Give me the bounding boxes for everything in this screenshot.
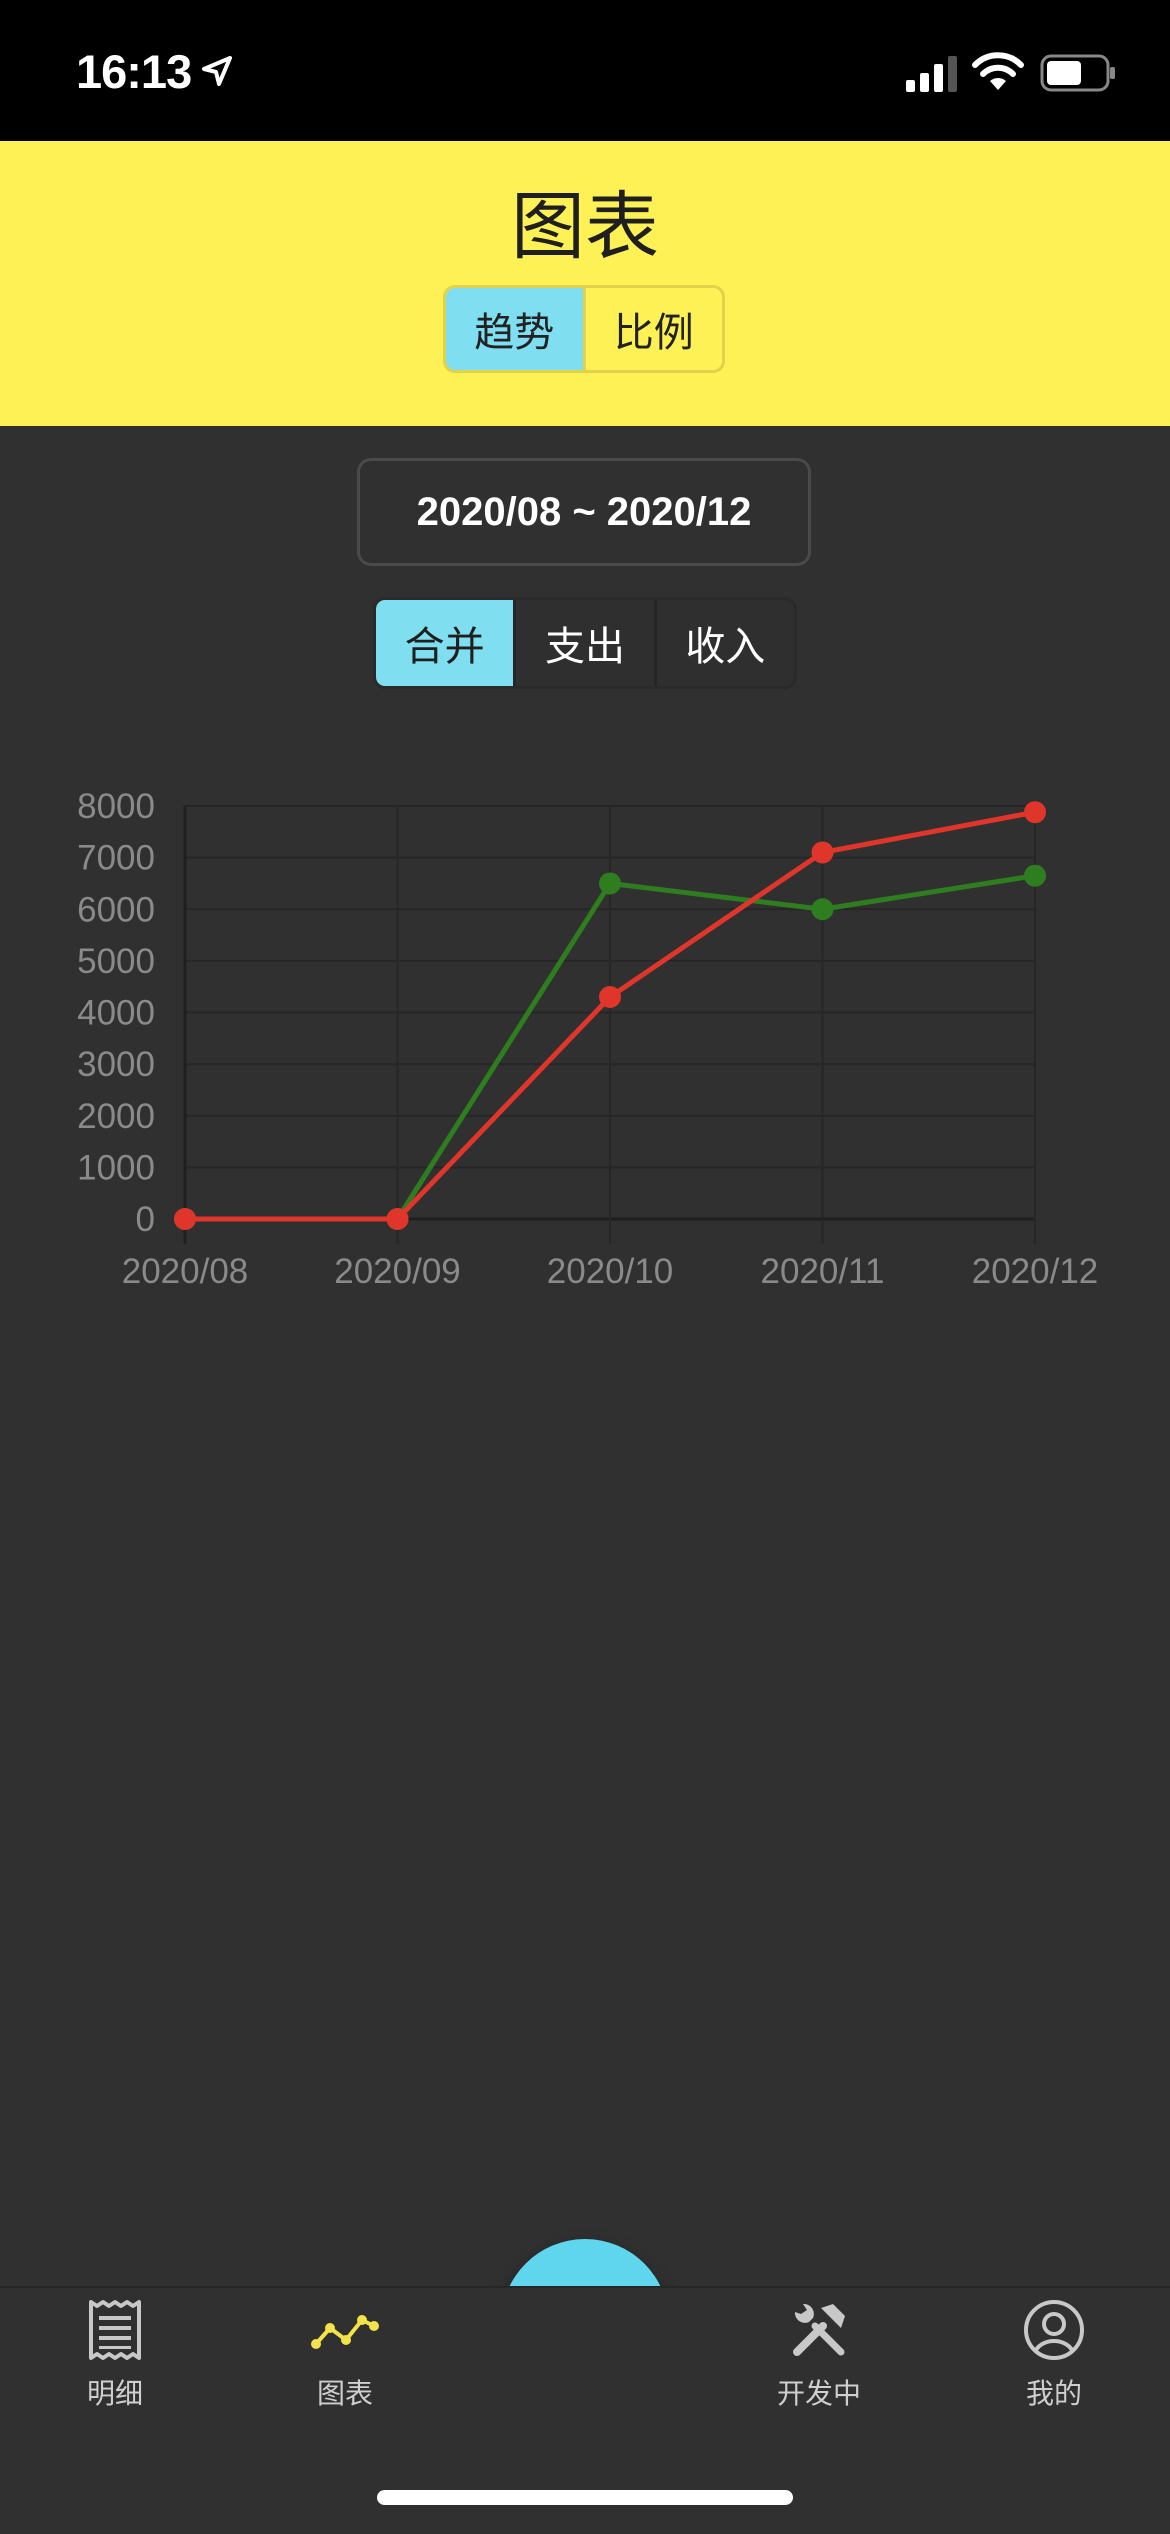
view-mode-segmented-control: 趋势 比例 bbox=[443, 285, 725, 373]
y-tick-label: 2000 bbox=[77, 1097, 155, 1136]
trend-line-chart: 0 1000 2000 3000 4000 5000 6000 7000 8000 2020/08… bbox=[77, 787, 1099, 1291]
tab-details-label: 明细 bbox=[86, 2377, 143, 2410]
data-point bbox=[811, 841, 834, 864]
tab-details[interactable]: 明细 bbox=[40, 2298, 190, 2412]
page-title: 图表 bbox=[511, 184, 659, 270]
data-point bbox=[599, 872, 621, 895]
y-tick-label: 8000 bbox=[77, 787, 155, 826]
type-filter-segmented-control: 合并 支出 收入 bbox=[373, 597, 797, 689]
tools-icon bbox=[793, 2303, 845, 2356]
tab-me-label: 我的 bbox=[1025, 2377, 1082, 2410]
data-point bbox=[811, 898, 834, 921]
wifi-icon bbox=[972, 52, 1024, 90]
y-tick-label: 6000 bbox=[77, 890, 155, 929]
x-tick-label: 2020/11 bbox=[761, 1252, 885, 1291]
y-tick-label: 1000 bbox=[77, 1148, 155, 1187]
status-time: 16:13 bbox=[76, 45, 192, 98]
data-point bbox=[174, 1208, 196, 1230]
data-point bbox=[599, 986, 621, 1009]
tab-chart-label: 图表 bbox=[316, 2377, 373, 2410]
tab-ratio[interactable]: 比例 bbox=[582, 288, 723, 370]
tab-chart[interactable]: 图表 bbox=[270, 2298, 420, 2412]
home-indicator bbox=[377, 2490, 793, 2505]
receipt-icon bbox=[89, 2300, 141, 2360]
user-circle-icon bbox=[1024, 2300, 1084, 2360]
filter-combined[interactable]: 合并 bbox=[376, 600, 514, 686]
filter-expense[interactable]: 支出 bbox=[513, 600, 653, 686]
data-point bbox=[386, 1208, 409, 1230]
y-tick-label: 7000 bbox=[77, 839, 155, 878]
y-tick-label: 4000 bbox=[77, 994, 155, 1033]
line-chart-icon bbox=[311, 2315, 379, 2349]
x-tick-label: 2020/09 bbox=[334, 1252, 461, 1291]
x-tick-label: 2020/10 bbox=[547, 1252, 674, 1291]
y-tick-label: 0 bbox=[136, 1200, 155, 1239]
tab-in-development[interactable]: 开发中 bbox=[744, 2298, 894, 2412]
data-point bbox=[1024, 801, 1046, 824]
cellular-signal-icon bbox=[906, 56, 957, 92]
battery-icon bbox=[1040, 54, 1115, 92]
location-arrow-icon bbox=[202, 56, 232, 86]
tab-me[interactable]: 我的 bbox=[979, 2298, 1129, 2412]
filter-income[interactable]: 收入 bbox=[653, 600, 794, 686]
data-point bbox=[1024, 864, 1046, 887]
y-tick-label: 5000 bbox=[77, 942, 155, 981]
status-bar: 16:13 bbox=[0, 0, 1170, 141]
x-tick-label: 2020/12 bbox=[972, 1252, 1099, 1291]
header: 图表 趋势 比例 bbox=[0, 141, 1170, 426]
y-tick-label: 3000 bbox=[77, 1045, 155, 1084]
x-tick-label: 2020/08 bbox=[122, 1252, 249, 1291]
tab-in-development-label: 开发中 bbox=[776, 2377, 861, 2410]
date-range-button[interactable]: 2020/08 ~ 2020/12 bbox=[357, 458, 811, 566]
tab-trend[interactable]: 趋势 bbox=[446, 288, 583, 370]
